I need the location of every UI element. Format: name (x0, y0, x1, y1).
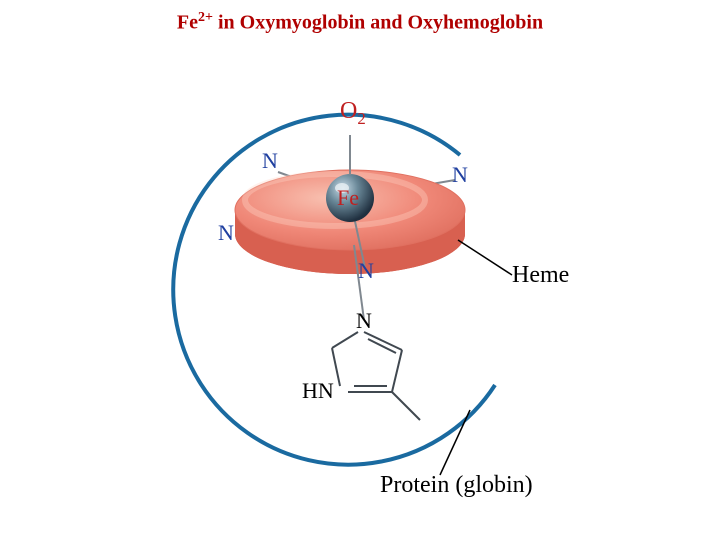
label-fe: Fe (337, 185, 359, 211)
title-prefix: Fe (177, 12, 198, 34)
title-rest: in Oxymyoglobin and Oxyhemoglobin (213, 12, 543, 34)
label-protein: Protein (globin) (380, 472, 533, 499)
title-super: 2+ (198, 10, 213, 25)
imidazole-ring (332, 332, 420, 420)
label-o2-sub: 2 (357, 109, 365, 128)
label-n-frontleft: N (218, 220, 234, 246)
label-n-backleft: N (262, 148, 278, 174)
label-o2: O2 (340, 98, 366, 129)
leader-heme (458, 240, 512, 275)
label-n-front: N (358, 258, 374, 284)
label-n-histidine: N (356, 308, 372, 334)
protein-arc (173, 115, 495, 465)
diagram-svg (140, 80, 600, 510)
heme-diagram: O2 Fe N N N N N HN Heme Protein (globin) (140, 80, 600, 510)
page-title: Fe2+ in Oxymyoglobin and Oxyhemoglobin (0, 10, 720, 35)
label-heme: Heme (512, 262, 569, 289)
label-o2-base: O (340, 98, 357, 124)
label-hn: HN (302, 378, 334, 404)
label-n-backright: N (452, 162, 468, 188)
leader-protein (440, 410, 470, 475)
